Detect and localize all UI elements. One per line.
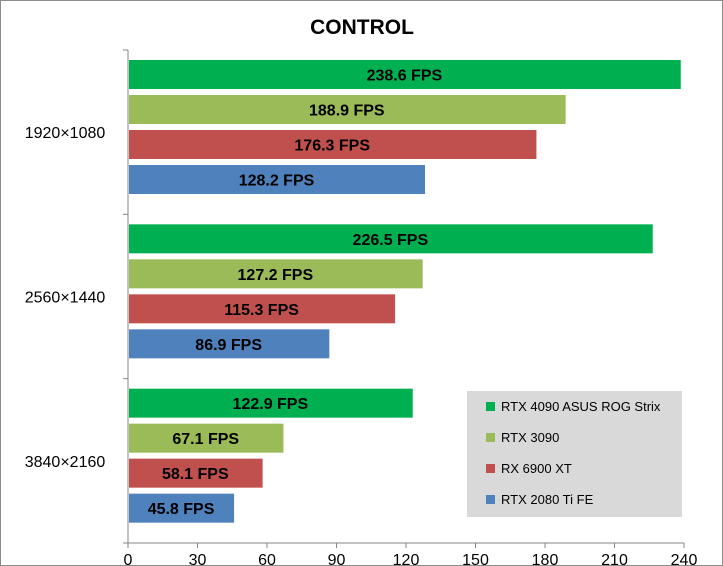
legend-box — [467, 391, 682, 517]
bar — [129, 329, 330, 359]
legend-swatch — [486, 433, 495, 442]
legend-swatch — [486, 464, 495, 473]
x-tick-label: 150 — [462, 552, 489, 565]
x-tick-label: 210 — [601, 552, 628, 565]
x-tick-label: 60 — [258, 552, 276, 565]
bar — [129, 259, 423, 289]
bar — [129, 294, 396, 324]
bar-value-label: 176.3 FPS — [294, 138, 370, 155]
legend-label: RTX 2080 Ti FE — [501, 492, 594, 507]
bar — [129, 165, 425, 194]
x-tick-label: 120 — [393, 552, 420, 565]
chart-title: CONTROL — [310, 16, 414, 39]
x-tick-label: 90 — [328, 552, 346, 565]
bar — [129, 423, 284, 453]
legend-swatch — [486, 402, 495, 411]
bar-value-label: 238.6 FPS — [367, 68, 443, 85]
bar — [129, 60, 681, 89]
bar — [129, 95, 566, 124]
x-tick-label: 30 — [189, 552, 207, 565]
category-label: 2560×1440 — [25, 290, 106, 307]
bar-value-label: 67.1 FPS — [172, 431, 239, 448]
legend-label: RTX 3090 — [501, 430, 559, 445]
bar — [129, 493, 235, 523]
bar-value-label: 58.1 FPS — [162, 466, 229, 483]
bar-value-label: 226.5 FPS — [353, 232, 429, 249]
legend-label: RX 6900 XT — [501, 461, 572, 476]
x-tick-label: 180 — [532, 552, 559, 565]
plot-area: 0 30 60 90 120 150 180 210 240 1920×1080 238.6 FPS… — [25, 49, 698, 565]
bar-value-label: 115.3 FPS — [224, 302, 299, 319]
x-tick-label: 0 — [124, 552, 133, 565]
bar-value-label: 86.9 FPS — [195, 337, 262, 354]
bar-value-label: 188.9 FPS — [309, 103, 385, 120]
bar — [129, 224, 653, 254]
bar — [129, 458, 263, 488]
bar-value-label: 128.2 FPS — [239, 173, 315, 190]
legend-swatch — [486, 495, 495, 504]
bar — [129, 130, 537, 159]
legend: RTX 4090 ASUS ROG Strix RTX 3090 RX 6900 X… — [467, 391, 682, 517]
category-label: 1920×1080 — [25, 125, 106, 142]
category-label: 3840×2160 — [25, 454, 106, 471]
bar — [129, 388, 413, 418]
x-tick-label: 240 — [671, 552, 698, 565]
bar-value-label: 45.8 FPS — [148, 501, 215, 518]
bar-value-label: 122.9 FPS — [233, 396, 309, 413]
bar-value-label: 127.2 FPS — [238, 267, 314, 284]
legend-label: RTX 4090 ASUS ROG Strix — [501, 399, 661, 414]
